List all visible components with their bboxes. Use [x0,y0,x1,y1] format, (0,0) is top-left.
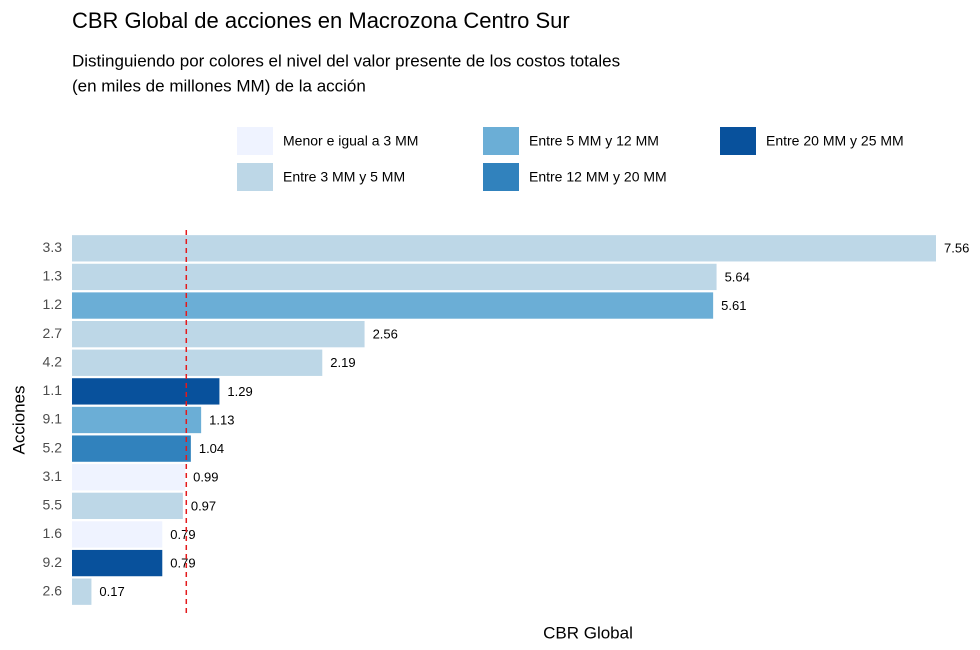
x-axis-label: CBR Global [543,623,633,642]
y-axis-label: Acciones [9,386,28,455]
category-label: 5.5 [43,497,63,513]
category-label: 3.1 [43,468,63,484]
value-label: 5.61 [721,298,746,313]
value-label: 2.56 [373,327,398,342]
value-label: 1.29 [227,384,252,399]
value-label: 0.97 [191,498,216,513]
bar [72,492,183,520]
subtitle: Distinguiendo por colores el nivel del v… [72,51,620,70]
chart-title: CBR Global de acciones en Macrozona Cent… [72,8,570,33]
category-label: 2.7 [43,325,63,341]
value-label: 0.79 [170,527,195,542]
bar [72,263,717,291]
value-label: 7.56 [944,241,969,256]
legend-label: Entre 3 MM y 5 MM [283,169,405,185]
category-label: 1.2 [43,296,63,312]
bar [72,235,936,262]
legend-label: Entre 20 MM y 25 MM [766,133,904,149]
bar [72,549,163,577]
legend-swatch [483,127,519,155]
category-label: 9.2 [43,554,63,570]
legend-swatch [237,163,273,191]
value-label: 2.19 [330,355,355,370]
bar [72,406,202,434]
value-label: 1.04 [199,441,224,456]
bar [72,435,191,462]
bar [72,464,186,491]
category-label: 1.6 [43,525,63,541]
legend-label: Menor e igual a 3 MM [283,133,418,149]
legend-label: Entre 12 MM y 20 MM [529,169,667,185]
subtitle: (en miles de millones MM) de la acción [72,76,366,95]
bar [72,292,714,319]
bar [72,349,323,376]
bar [72,378,220,405]
bar [72,578,92,605]
value-label: 5.64 [725,269,750,284]
value-label: 0.79 [170,556,195,571]
value-label: 1.13 [209,412,234,427]
category-label: 9.1 [43,411,63,427]
legend-swatch [237,127,273,155]
category-label: 2.6 [43,582,63,598]
category-label: 1.1 [43,382,63,398]
legend-swatch [720,127,756,155]
bar [72,320,365,348]
legend-swatch [483,163,519,191]
category-label: 3.3 [43,239,63,255]
category-label: 5.2 [43,439,63,455]
legend-label: Entre 5 MM y 12 MM [529,133,659,149]
value-label: 0.99 [193,470,218,485]
value-label: 0.17 [99,584,124,599]
category-label: 4.2 [43,353,63,369]
bar [72,521,163,548]
category-label: 1.3 [43,268,63,284]
